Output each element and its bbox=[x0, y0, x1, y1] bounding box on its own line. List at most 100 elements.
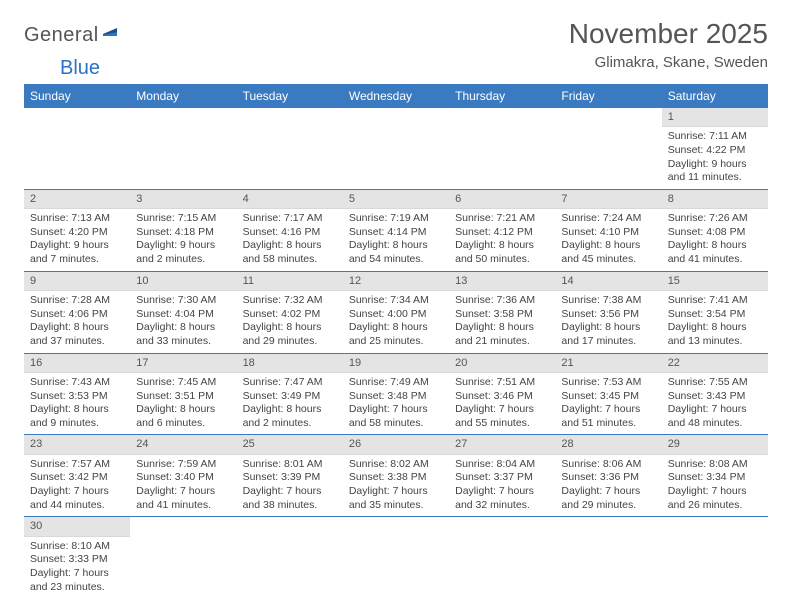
day-content: Sunrise: 8:01 AMSunset: 3:39 PMDaylight:… bbox=[237, 455, 343, 517]
calendar-day: 29Sunrise: 8:08 AMSunset: 3:34 PMDayligh… bbox=[662, 435, 768, 517]
calendar-day bbox=[449, 108, 555, 189]
calendar-day: 28Sunrise: 8:06 AMSunset: 3:36 PMDayligh… bbox=[555, 435, 661, 517]
calendar-day: 26Sunrise: 8:02 AMSunset: 3:38 PMDayligh… bbox=[343, 435, 449, 517]
day-content: Sunrise: 7:45 AMSunset: 3:51 PMDaylight:… bbox=[130, 373, 236, 435]
day-number: 25 bbox=[237, 435, 343, 454]
calendar-day: 15Sunrise: 7:41 AMSunset: 3:54 PMDayligh… bbox=[662, 271, 768, 353]
calendar-day bbox=[130, 108, 236, 189]
day-number: 21 bbox=[555, 354, 661, 373]
day-number: 6 bbox=[449, 190, 555, 209]
calendar-day: 4Sunrise: 7:17 AMSunset: 4:16 PMDaylight… bbox=[237, 189, 343, 271]
day-header: Thursday bbox=[449, 84, 555, 108]
page-title: November 2025 bbox=[569, 18, 768, 50]
day-content: Sunrise: 7:24 AMSunset: 4:10 PMDaylight:… bbox=[555, 209, 661, 271]
calendar-day bbox=[237, 517, 343, 598]
calendar-day: 16Sunrise: 7:43 AMSunset: 3:53 PMDayligh… bbox=[24, 353, 130, 435]
day-number: 15 bbox=[662, 272, 768, 291]
day-content: Sunrise: 7:51 AMSunset: 3:46 PMDaylight:… bbox=[449, 373, 555, 435]
logo-text-blue: Blue bbox=[60, 57, 792, 80]
day-content: Sunrise: 8:06 AMSunset: 3:36 PMDaylight:… bbox=[555, 455, 661, 517]
day-content: Sunrise: 7:11 AMSunset: 4:22 PMDaylight:… bbox=[662, 127, 768, 189]
day-header: Monday bbox=[130, 84, 236, 108]
day-number: 24 bbox=[130, 435, 236, 454]
day-number: 7 bbox=[555, 190, 661, 209]
day-content: Sunrise: 7:13 AMSunset: 4:20 PMDaylight:… bbox=[24, 209, 130, 271]
calendar-day bbox=[555, 517, 661, 598]
day-header: Wednesday bbox=[343, 84, 449, 108]
calendar-body: 1Sunrise: 7:11 AMSunset: 4:22 PMDaylight… bbox=[24, 108, 768, 598]
calendar-day: 17Sunrise: 7:45 AMSunset: 3:51 PMDayligh… bbox=[130, 353, 236, 435]
logo-text-general: General bbox=[24, 24, 99, 47]
day-number: 13 bbox=[449, 272, 555, 291]
day-content: Sunrise: 7:36 AMSunset: 3:58 PMDaylight:… bbox=[449, 291, 555, 353]
day-content: Sunrise: 7:26 AMSunset: 4:08 PMDaylight:… bbox=[662, 209, 768, 271]
calendar-week: 9Sunrise: 7:28 AMSunset: 4:06 PMDaylight… bbox=[24, 271, 768, 353]
calendar-day: 30Sunrise: 8:10 AMSunset: 3:33 PMDayligh… bbox=[24, 517, 130, 598]
day-number: 2 bbox=[24, 190, 130, 209]
day-content: Sunrise: 7:15 AMSunset: 4:18 PMDaylight:… bbox=[130, 209, 236, 271]
day-content: Sunrise: 8:04 AMSunset: 3:37 PMDaylight:… bbox=[449, 455, 555, 517]
day-content: Sunrise: 8:02 AMSunset: 3:38 PMDaylight:… bbox=[343, 455, 449, 517]
day-content: Sunrise: 7:21 AMSunset: 4:12 PMDaylight:… bbox=[449, 209, 555, 271]
calendar-day: 19Sunrise: 7:49 AMSunset: 3:48 PMDayligh… bbox=[343, 353, 449, 435]
day-header: Tuesday bbox=[237, 84, 343, 108]
day-content: Sunrise: 7:34 AMSunset: 4:00 PMDaylight:… bbox=[343, 291, 449, 353]
day-number: 26 bbox=[343, 435, 449, 454]
calendar-day: 6Sunrise: 7:21 AMSunset: 4:12 PMDaylight… bbox=[449, 189, 555, 271]
calendar-day bbox=[662, 517, 768, 598]
calendar-day bbox=[343, 517, 449, 598]
calendar-day: 21Sunrise: 7:53 AMSunset: 3:45 PMDayligh… bbox=[555, 353, 661, 435]
day-number: 3 bbox=[130, 190, 236, 209]
logo-flag-icon bbox=[103, 24, 129, 47]
calendar-day: 1Sunrise: 7:11 AMSunset: 4:22 PMDaylight… bbox=[662, 108, 768, 189]
day-number: 17 bbox=[130, 354, 236, 373]
day-number: 29 bbox=[662, 435, 768, 454]
calendar-day: 2Sunrise: 7:13 AMSunset: 4:20 PMDaylight… bbox=[24, 189, 130, 271]
calendar-day bbox=[449, 517, 555, 598]
day-content: Sunrise: 7:43 AMSunset: 3:53 PMDaylight:… bbox=[24, 373, 130, 435]
day-content: Sunrise: 7:57 AMSunset: 3:42 PMDaylight:… bbox=[24, 455, 130, 517]
day-number: 20 bbox=[449, 354, 555, 373]
calendar-day: 23Sunrise: 7:57 AMSunset: 3:42 PMDayligh… bbox=[24, 435, 130, 517]
day-content: Sunrise: 7:30 AMSunset: 4:04 PMDaylight:… bbox=[130, 291, 236, 353]
calendar-week: 2Sunrise: 7:13 AMSunset: 4:20 PMDaylight… bbox=[24, 189, 768, 271]
day-content: Sunrise: 8:10 AMSunset: 3:33 PMDaylight:… bbox=[24, 537, 130, 599]
day-number: 10 bbox=[130, 272, 236, 291]
calendar-day: 7Sunrise: 7:24 AMSunset: 4:10 PMDaylight… bbox=[555, 189, 661, 271]
calendar-day: 13Sunrise: 7:36 AMSunset: 3:58 PMDayligh… bbox=[449, 271, 555, 353]
day-number: 5 bbox=[343, 190, 449, 209]
day-number: 19 bbox=[343, 354, 449, 373]
day-content: Sunrise: 7:19 AMSunset: 4:14 PMDaylight:… bbox=[343, 209, 449, 271]
calendar-week: 30Sunrise: 8:10 AMSunset: 3:33 PMDayligh… bbox=[24, 517, 768, 598]
day-number: 28 bbox=[555, 435, 661, 454]
calendar-day bbox=[24, 108, 130, 189]
calendar-day: 11Sunrise: 7:32 AMSunset: 4:02 PMDayligh… bbox=[237, 271, 343, 353]
calendar-day: 18Sunrise: 7:47 AMSunset: 3:49 PMDayligh… bbox=[237, 353, 343, 435]
day-content: Sunrise: 7:47 AMSunset: 3:49 PMDaylight:… bbox=[237, 373, 343, 435]
day-number: 9 bbox=[24, 272, 130, 291]
calendar-day bbox=[237, 108, 343, 189]
day-number: 18 bbox=[237, 354, 343, 373]
day-content: Sunrise: 7:28 AMSunset: 4:06 PMDaylight:… bbox=[24, 291, 130, 353]
calendar-header-row: SundayMondayTuesdayWednesdayThursdayFrid… bbox=[24, 84, 768, 108]
calendar-day: 3Sunrise: 7:15 AMSunset: 4:18 PMDaylight… bbox=[130, 189, 236, 271]
day-header: Friday bbox=[555, 84, 661, 108]
day-content: Sunrise: 8:08 AMSunset: 3:34 PMDaylight:… bbox=[662, 455, 768, 517]
calendar-day: 20Sunrise: 7:51 AMSunset: 3:46 PMDayligh… bbox=[449, 353, 555, 435]
calendar-day: 8Sunrise: 7:26 AMSunset: 4:08 PMDaylight… bbox=[662, 189, 768, 271]
calendar-week: 23Sunrise: 7:57 AMSunset: 3:42 PMDayligh… bbox=[24, 435, 768, 517]
day-number: 23 bbox=[24, 435, 130, 454]
logo: General bbox=[24, 18, 131, 47]
day-number: 12 bbox=[343, 272, 449, 291]
day-content: Sunrise: 7:59 AMSunset: 3:40 PMDaylight:… bbox=[130, 455, 236, 517]
day-content: Sunrise: 7:41 AMSunset: 3:54 PMDaylight:… bbox=[662, 291, 768, 353]
day-number: 14 bbox=[555, 272, 661, 291]
calendar-week: 1Sunrise: 7:11 AMSunset: 4:22 PMDaylight… bbox=[24, 108, 768, 189]
day-number: 30 bbox=[24, 517, 130, 536]
calendar-day: 9Sunrise: 7:28 AMSunset: 4:06 PMDaylight… bbox=[24, 271, 130, 353]
calendar-day: 12Sunrise: 7:34 AMSunset: 4:00 PMDayligh… bbox=[343, 271, 449, 353]
calendar-day bbox=[343, 108, 449, 189]
day-content: Sunrise: 7:53 AMSunset: 3:45 PMDaylight:… bbox=[555, 373, 661, 435]
day-number: 16 bbox=[24, 354, 130, 373]
calendar-day: 14Sunrise: 7:38 AMSunset: 3:56 PMDayligh… bbox=[555, 271, 661, 353]
